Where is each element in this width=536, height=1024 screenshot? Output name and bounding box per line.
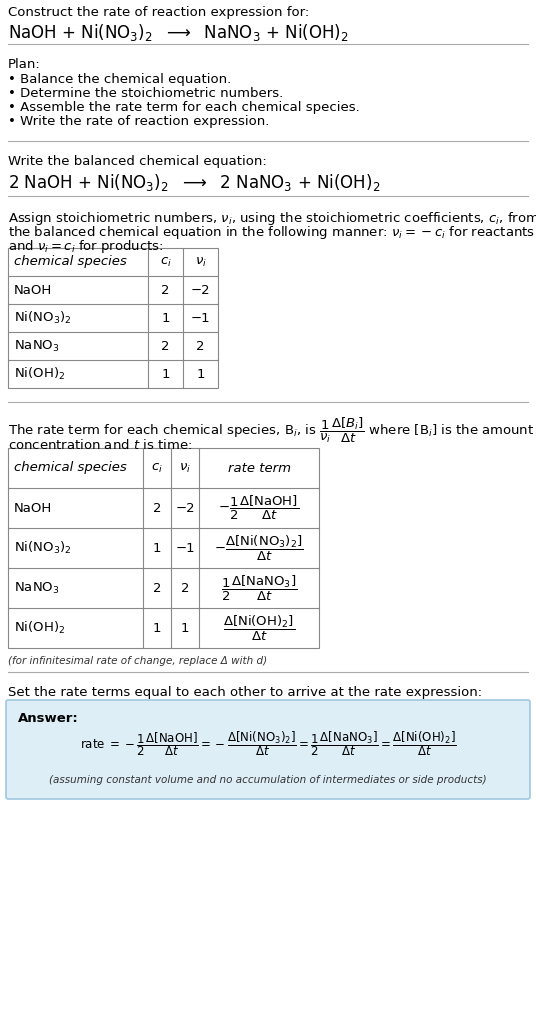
Text: Answer:: Answer: — [18, 712, 79, 725]
Text: NaNO$_3$: NaNO$_3$ — [14, 339, 59, 353]
Text: −1: −1 — [191, 311, 210, 325]
Text: Ni(NO$_3$)$_2$: Ni(NO$_3$)$_2$ — [14, 310, 72, 326]
Text: $c_i$: $c_i$ — [151, 462, 163, 474]
Text: Ni(NO$_3$)$_2$: Ni(NO$_3$)$_2$ — [14, 540, 72, 556]
Text: 2: 2 — [153, 502, 161, 514]
Text: $\dfrac{\Delta[\mathrm{Ni(OH)_2}]}{\Delta t}$: $\dfrac{\Delta[\mathrm{Ni(OH)_2}]}{\Delt… — [223, 613, 295, 643]
Text: and $\nu_i = c_i$ for products:: and $\nu_i = c_i$ for products: — [8, 238, 163, 255]
Text: • Balance the chemical equation.: • Balance the chemical equation. — [8, 73, 231, 86]
Text: chemical species: chemical species — [14, 462, 126, 474]
Text: −1: −1 — [175, 542, 195, 555]
Text: Assign stoichiometric numbers, $\nu_i$, using the stoichiometric coefficients, $: Assign stoichiometric numbers, $\nu_i$, … — [8, 210, 536, 227]
Text: 2: 2 — [161, 340, 170, 352]
Text: Plan:: Plan: — [8, 58, 41, 71]
Text: • Determine the stoichiometric numbers.: • Determine the stoichiometric numbers. — [8, 87, 283, 100]
Text: Set the rate terms equal to each other to arrive at the rate expression:: Set the rate terms equal to each other t… — [8, 686, 482, 699]
Text: $-\dfrac{1}{2}\dfrac{\Delta[\mathrm{NaOH}]}{\Delta t}$: $-\dfrac{1}{2}\dfrac{\Delta[\mathrm{NaOH… — [219, 494, 300, 522]
FancyBboxPatch shape — [6, 700, 530, 799]
Text: 1: 1 — [161, 368, 170, 381]
Text: 1: 1 — [153, 622, 161, 635]
Text: Ni(OH)$_2$: Ni(OH)$_2$ — [14, 620, 65, 636]
Text: 1: 1 — [196, 368, 205, 381]
Text: −2: −2 — [191, 284, 210, 297]
Text: Construct the rate of reaction expression for:: Construct the rate of reaction expressio… — [8, 6, 309, 19]
Text: The rate term for each chemical species, B$_i$, is $\dfrac{1}{\nu_i}\dfrac{\Delt: The rate term for each chemical species,… — [8, 416, 534, 445]
Text: −2: −2 — [175, 502, 195, 514]
Text: • Assemble the rate term for each chemical species.: • Assemble the rate term for each chemic… — [8, 101, 360, 114]
Text: NaNO$_3$: NaNO$_3$ — [14, 581, 59, 596]
Text: 2: 2 — [153, 582, 161, 595]
Text: $\dfrac{1}{2}\dfrac{\Delta[\mathrm{NaNO_3}]}{\Delta t}$: $\dfrac{1}{2}\dfrac{\Delta[\mathrm{NaNO_… — [221, 573, 297, 602]
Text: 1: 1 — [181, 622, 189, 635]
Text: rate $= -\dfrac{1}{2}\dfrac{\Delta[\mathrm{NaOH}]}{\Delta t} = -\dfrac{\Delta[\m: rate $= -\dfrac{1}{2}\dfrac{\Delta[\math… — [80, 730, 456, 759]
Text: NaOH: NaOH — [14, 502, 52, 514]
Text: Ni(OH)$_2$: Ni(OH)$_2$ — [14, 366, 65, 382]
Text: NaOH: NaOH — [14, 284, 52, 297]
Text: (for infinitesimal rate of change, replace Δ with d): (for infinitesimal rate of change, repla… — [8, 656, 267, 666]
Text: $-\dfrac{\Delta[\mathrm{Ni(NO_3)_2}]}{\Delta t}$: $-\dfrac{\Delta[\mathrm{Ni(NO_3)_2}]}{\D… — [214, 534, 304, 562]
Bar — [8, 449, 319, 648]
Text: $\nu_i$: $\nu_i$ — [195, 255, 206, 268]
Text: Write the balanced chemical equation:: Write the balanced chemical equation: — [8, 155, 267, 168]
Text: $\nu_i$: $\nu_i$ — [179, 462, 191, 474]
Bar — [8, 248, 218, 388]
Text: rate term: rate term — [227, 462, 291, 474]
Text: $c_i$: $c_i$ — [160, 255, 172, 268]
Text: concentration and $t$ is time:: concentration and $t$ is time: — [8, 438, 192, 452]
Text: 1: 1 — [161, 311, 170, 325]
Text: NaOH + Ni(NO$_3$)$_2$  $\longrightarrow$  NaNO$_3$ + Ni(OH)$_2$: NaOH + Ni(NO$_3$)$_2$ $\longrightarrow$ … — [8, 22, 348, 43]
Text: 1: 1 — [153, 542, 161, 555]
Text: 2: 2 — [196, 340, 205, 352]
Text: (assuming constant volume and no accumulation of intermediates or side products): (assuming constant volume and no accumul… — [49, 775, 487, 785]
Text: 2: 2 — [161, 284, 170, 297]
Text: • Write the rate of reaction expression.: • Write the rate of reaction expression. — [8, 115, 270, 128]
Text: chemical species: chemical species — [14, 256, 126, 268]
Text: 2 NaOH + Ni(NO$_3$)$_2$  $\longrightarrow$  2 NaNO$_3$ + Ni(OH)$_2$: 2 NaOH + Ni(NO$_3$)$_2$ $\longrightarrow… — [8, 172, 381, 193]
Text: 2: 2 — [181, 582, 189, 595]
Text: the balanced chemical equation in the following manner: $\nu_i = -c_i$ for react: the balanced chemical equation in the fo… — [8, 224, 535, 241]
